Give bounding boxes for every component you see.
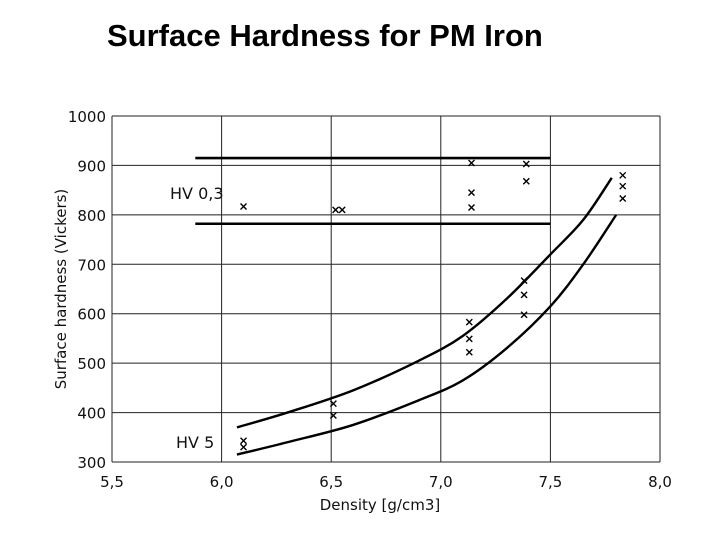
- x-tick-label: 5,5: [100, 473, 124, 491]
- hv03-point: [240, 202, 248, 210]
- point-stroke: [522, 160, 530, 168]
- hv03-point: [467, 203, 475, 211]
- y-tick-label: 500: [77, 355, 106, 373]
- y-tick-label: 600: [77, 306, 106, 324]
- y-tick-label: 300: [77, 454, 106, 472]
- point-stroke: [522, 177, 530, 185]
- grid: [111, 115, 661, 463]
- y-axis-label: Surface hardness (Vickers): [52, 189, 70, 390]
- y-tick-label: 800: [77, 207, 106, 225]
- hv5-point: [329, 400, 337, 408]
- hv5-curve-lower: [236, 214, 618, 456]
- point-stroke: [240, 443, 248, 451]
- x-tick-label: 8,0: [648, 473, 672, 491]
- y-tick-label: 900: [77, 157, 106, 175]
- x-tick-label: 6,5: [319, 473, 343, 491]
- point-stroke: [329, 412, 337, 420]
- point-stroke: [467, 189, 475, 197]
- point-stroke: [619, 182, 627, 190]
- point-stroke: [520, 291, 528, 299]
- point-stroke: [465, 348, 473, 356]
- hv5-point: [520, 277, 528, 285]
- point-stroke: [619, 195, 627, 203]
- hv5-point: [465, 348, 473, 356]
- y-tick-label: 700: [77, 256, 106, 274]
- point-stroke: [240, 202, 248, 210]
- hv03-point: [467, 159, 475, 167]
- point-stroke: [520, 277, 528, 285]
- hv5-point: [240, 437, 248, 445]
- hv03-point: [619, 195, 627, 203]
- slide-title: Surface Hardness for PM Iron: [107, 18, 543, 53]
- annotation-hv03: HV 0,3: [170, 184, 224, 203]
- tick-labels: 5,5 6,0 6,5 7,0 7,5 8,0 300 400 500 600 700 800 900 1…: [68, 108, 672, 491]
- hv03-point: [619, 182, 627, 190]
- hv03-point: [332, 206, 340, 214]
- hv03-point: [467, 189, 475, 197]
- hv5-point: [520, 291, 528, 299]
- hv03-band: [195, 156, 551, 226]
- hv03-point: [522, 160, 530, 168]
- hv5-curves: [236, 177, 618, 456]
- x-tick-label: 7,0: [429, 473, 453, 491]
- hv5-point: [520, 311, 528, 319]
- point-stroke: [338, 206, 346, 214]
- hv5-point: [329, 412, 337, 420]
- point-stroke: [465, 318, 473, 326]
- x-tick-label: 6,0: [210, 473, 234, 491]
- x-tick-label: 7,5: [538, 473, 562, 491]
- point-stroke: [465, 335, 473, 343]
- hv5-curve-upper: [236, 177, 613, 429]
- hv5-point: [465, 318, 473, 326]
- point-stroke: [467, 159, 475, 167]
- hv03-point: [522, 177, 530, 185]
- annotation-hv5: HV 5: [176, 433, 214, 452]
- point-stroke: [467, 203, 475, 211]
- hv5-point: [465, 335, 473, 343]
- point-stroke: [520, 311, 528, 319]
- point-stroke: [332, 206, 340, 214]
- y-tick-label: 1000: [68, 108, 106, 126]
- point-stroke: [329, 400, 337, 408]
- data-points: [240, 159, 627, 451]
- hv5-point: [240, 443, 248, 451]
- hv03-point: [619, 171, 627, 179]
- point-stroke: [240, 437, 248, 445]
- x-axis-label: Density [g/cm3]: [320, 496, 440, 514]
- hv03-point: [338, 206, 346, 214]
- y-tick-label: 400: [77, 405, 106, 423]
- point-stroke: [619, 171, 627, 179]
